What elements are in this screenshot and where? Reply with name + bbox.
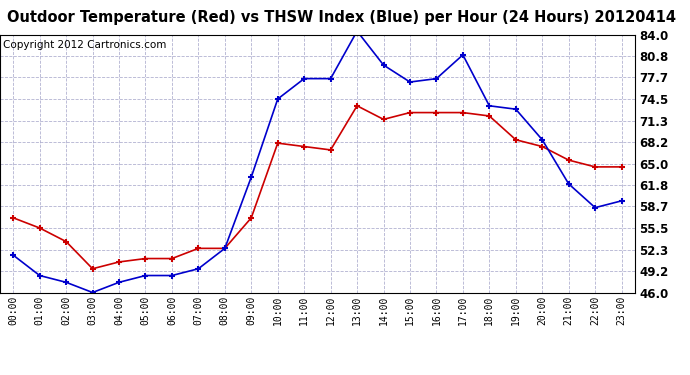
Text: Copyright 2012 Cartronics.com: Copyright 2012 Cartronics.com [3, 40, 166, 50]
Text: Outdoor Temperature (Red) vs THSW Index (Blue) per Hour (24 Hours) 20120414: Outdoor Temperature (Red) vs THSW Index … [7, 10, 676, 25]
